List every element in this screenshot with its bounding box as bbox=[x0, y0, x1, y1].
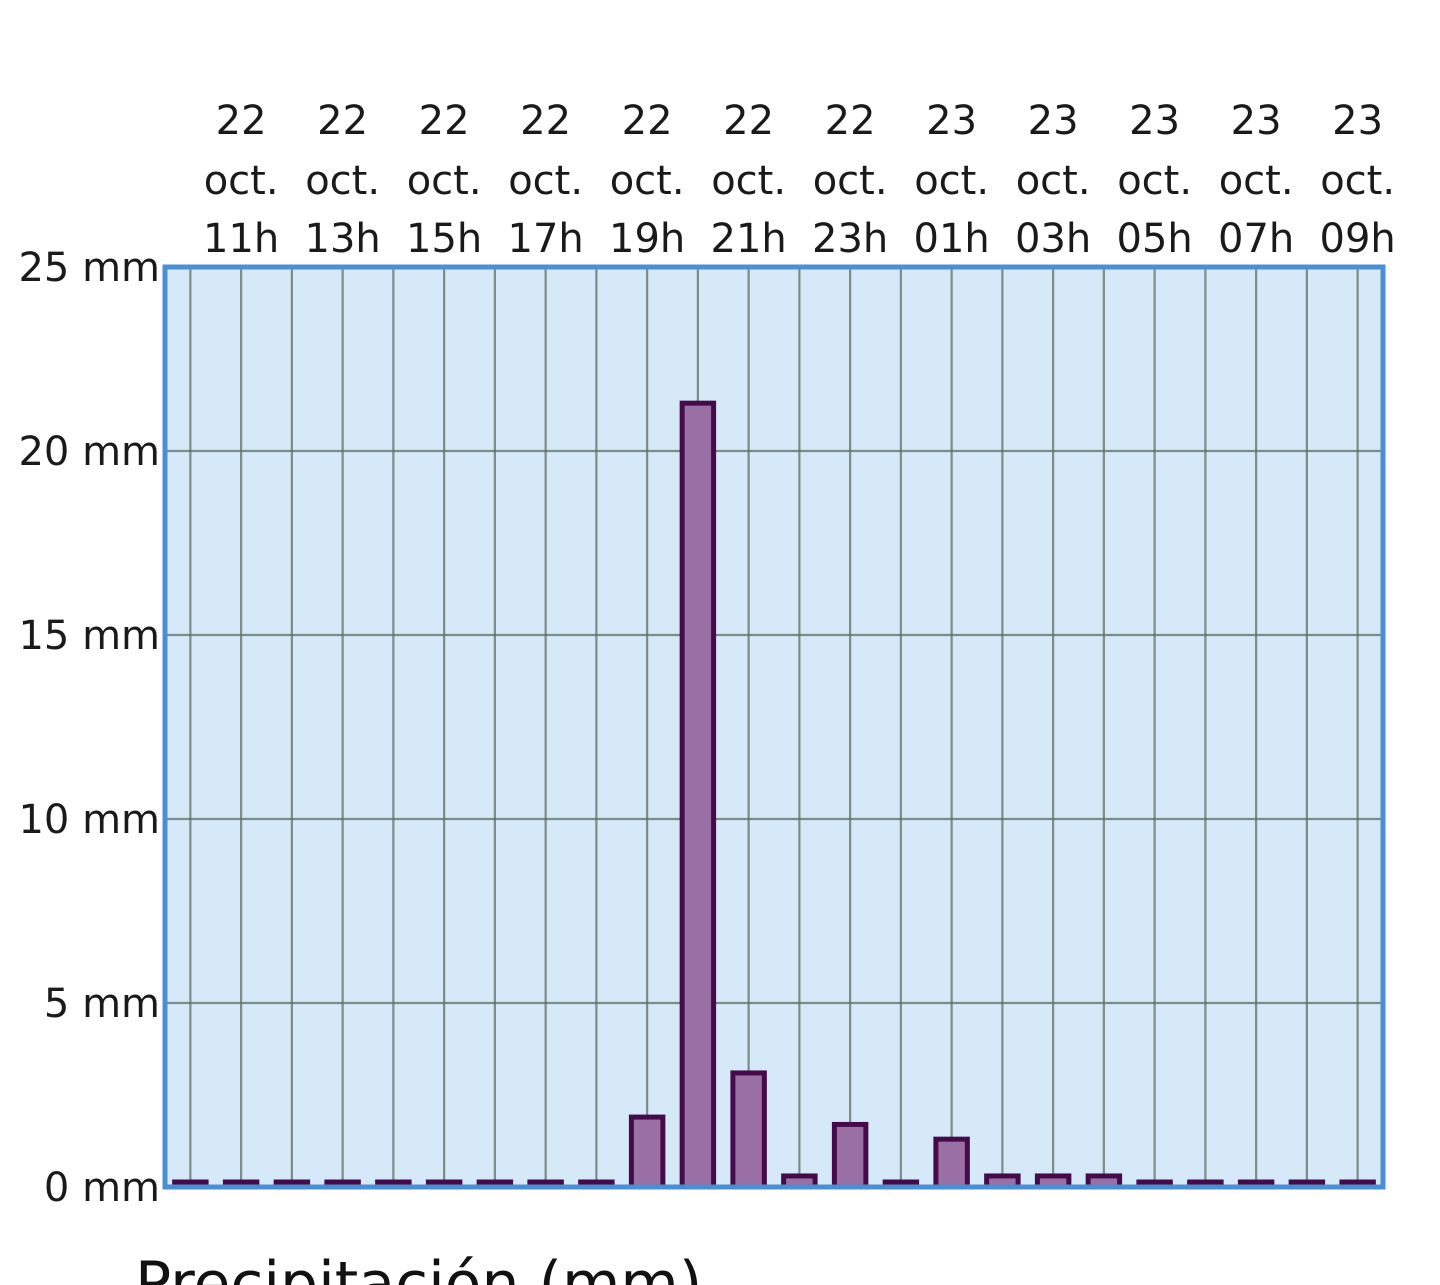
chart-title: Precipitación (mm) bbox=[135, 1249, 702, 1285]
x-tick-label-line: 22 bbox=[419, 98, 470, 144]
x-tick-label-line: 17h bbox=[508, 216, 584, 262]
x-tick-label-line: 15h bbox=[406, 216, 482, 262]
y-tick-label: 0 mm bbox=[44, 1165, 160, 1211]
x-tick-label-line: 07h bbox=[1218, 216, 1294, 262]
x-tick-label-line: oct. bbox=[1320, 158, 1395, 204]
x-tick-label: 23 oct. 03h bbox=[1015, 98, 1091, 262]
y-tick-label: 20 mm bbox=[18, 429, 160, 475]
x-tick-label-line: 22 bbox=[317, 98, 368, 144]
x-tick-label-line: 22 bbox=[825, 98, 876, 144]
x-tick-label-line: oct. bbox=[1219, 158, 1294, 204]
x-tick-label-line: 01h bbox=[914, 216, 990, 262]
x-tick-label-line: oct. bbox=[711, 158, 786, 204]
x-tick-label: 23 oct. 07h bbox=[1218, 98, 1294, 262]
x-tick-label-line: oct. bbox=[508, 158, 583, 204]
x-tick-label-line: oct. bbox=[305, 158, 380, 204]
x-tick-label: 22 oct. 19h bbox=[609, 98, 685, 262]
x-tick-label-line: oct. bbox=[914, 158, 989, 204]
x-tick-label-line: 23 bbox=[1231, 98, 1282, 144]
bar bbox=[933, 1136, 970, 1190]
x-tick-label: 23 oct. 05h bbox=[1117, 98, 1193, 262]
x-tick-label-line: 22 bbox=[723, 98, 774, 144]
y-tick-label: 5 mm bbox=[44, 981, 160, 1027]
x-tick-label: 22 oct. 21h bbox=[711, 98, 787, 262]
x-tick-label-line: 21h bbox=[711, 216, 787, 262]
x-tick-label-line: oct. bbox=[610, 158, 685, 204]
x-tick-label-line: 23h bbox=[812, 216, 888, 262]
x-tick-label-line: oct. bbox=[1117, 158, 1192, 204]
x-tick-label-line: 23 bbox=[1332, 98, 1383, 144]
y-tick-label: 15 mm bbox=[18, 613, 160, 659]
x-tick-label-line: 22 bbox=[520, 98, 571, 144]
x-tick-label: 22 oct. 17h bbox=[508, 98, 584, 262]
y-tick-label: 10 mm bbox=[18, 797, 160, 843]
x-tick-label-line: oct. bbox=[204, 158, 279, 204]
x-tick-label: 22 oct. 15h bbox=[406, 98, 482, 262]
x-tick-label-line: 23 bbox=[1028, 98, 1079, 144]
grid-lines bbox=[165, 267, 1383, 1187]
x-tick-label-line: oct. bbox=[813, 158, 888, 204]
x-tick-label: 23 oct. 09h bbox=[1320, 98, 1396, 262]
x-tick-label-line: 09h bbox=[1320, 216, 1396, 262]
x-tick-label-line: 23 bbox=[1129, 98, 1180, 144]
plot-border bbox=[162, 264, 1386, 1190]
x-tick-label-line: oct. bbox=[407, 158, 482, 204]
bar bbox=[730, 1070, 767, 1190]
x-tick-label-line: 23 bbox=[926, 98, 977, 144]
x-tick-label-line: oct. bbox=[1016, 158, 1091, 204]
x-tick-label: 23 oct. 01h bbox=[914, 98, 990, 262]
x-tick-label-line: 19h bbox=[609, 216, 685, 262]
x-tick-label: 22 oct. 11h bbox=[203, 98, 279, 262]
x-tick-label: 22 oct. 23h bbox=[812, 98, 888, 262]
x-tick-label: 22 oct. 13h bbox=[305, 98, 381, 262]
x-tick-label-line: 11h bbox=[203, 216, 279, 262]
bar bbox=[831, 1121, 869, 1190]
bar bbox=[628, 1114, 666, 1190]
plot-area bbox=[165, 267, 1383, 1187]
y-axis-labels: 0 mm 5 mm 10 mm 15 mm 20 mm 25 mm bbox=[18, 245, 160, 1211]
x-tick-label-line: 22 bbox=[622, 98, 673, 144]
x-axis-labels: 22 oct. 11h 22 oct. 13h 22 oct. 15h 22 oct. 17h 22 oc… bbox=[203, 98, 1396, 262]
x-tick-label-line: 03h bbox=[1015, 216, 1091, 262]
x-tick-label-line: 22 bbox=[216, 98, 267, 144]
x-tick-label-line: 05h bbox=[1117, 216, 1193, 262]
x-tick-label-line: 13h bbox=[305, 216, 381, 262]
y-tick-label: 25 mm bbox=[18, 245, 160, 291]
bar bbox=[679, 400, 717, 1190]
